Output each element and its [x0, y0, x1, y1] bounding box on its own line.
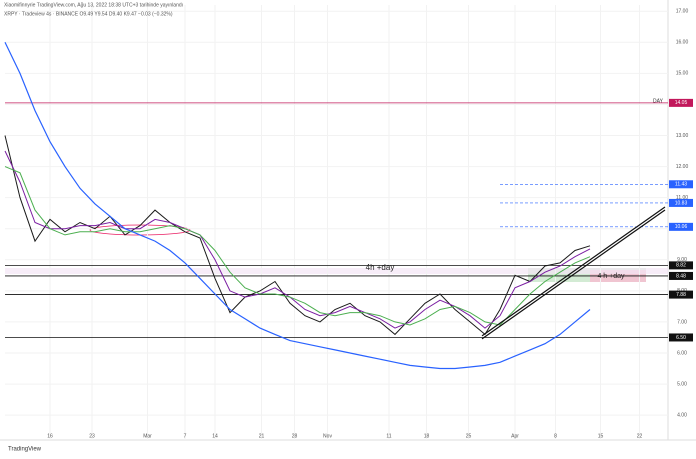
level-label: 6.50 [676, 335, 686, 341]
x-tick-label: 14 [212, 433, 218, 439]
level-label: 10.83 [675, 200, 688, 206]
x-tick-label: 18 [424, 433, 430, 439]
level-badge [669, 271, 693, 280]
x-tick-label: 16 [47, 433, 53, 439]
level-badge [669, 98, 693, 107]
y-tick-label: 9.00 [677, 257, 687, 263]
level-badge [669, 333, 693, 342]
symbol-legend: XRPY · Tradeview 4s · BINANCE O9.49 Y9.5… [4, 11, 173, 17]
y-tick-label: 13.00 [676, 133, 689, 139]
trend-line [481, 209, 666, 340]
x-tick-label: 25 [466, 433, 472, 439]
footer-brand: TradingView [8, 447, 42, 453]
x-tick-label: Mar [143, 433, 152, 439]
level-note: DAY [653, 98, 664, 104]
level-label: 8.48 [676, 273, 686, 279]
y-tick-label: 11.00 [676, 195, 688, 201]
series-line [4, 42, 591, 370]
y-tick-label: 16.00 [676, 40, 689, 46]
y-tick-label: 4.00 [677, 412, 687, 418]
level-badge [669, 290, 693, 299]
x-tick-label: 15 [598, 433, 604, 439]
header-text: Xiaomifinnyrie TradingView.com, Ağu 13, … [4, 2, 183, 8]
x-tick-label: 28 [292, 433, 298, 439]
x-tick-label: Nov [323, 433, 332, 439]
level-label: 8.82 [676, 263, 686, 269]
y-tick-label: 15.00 [676, 71, 689, 77]
x-tick-label: 11 [386, 433, 391, 439]
series-line [4, 166, 591, 326]
level-label: 14.05 [675, 100, 688, 106]
level-label: 7.88 [676, 292, 686, 298]
level-label: 10.06 [675, 224, 688, 230]
level-badge [669, 261, 693, 270]
y-tick-label: 7.00 [677, 319, 687, 325]
x-tick-label: 23 [89, 433, 95, 439]
x-tick-label: 22 [637, 433, 643, 439]
trend-line [481, 206, 666, 337]
range-band [5, 268, 668, 274]
annotation: 4h +day [366, 263, 395, 272]
y-tick-label: 12.00 [676, 164, 689, 170]
level-badge [669, 180, 693, 189]
annotation: 4 h +day [597, 273, 625, 280]
y-tick-label: 5.00 [677, 381, 687, 387]
x-tick-label: 21 [259, 433, 265, 439]
y-tick-label: 17.00 [676, 9, 689, 15]
level-badge [669, 198, 693, 207]
series-line [4, 150, 591, 329]
y-tick-label: 6.00 [677, 350, 687, 356]
x-tick-label: 8 [554, 433, 557, 439]
x-tick-label: Apr [511, 433, 519, 439]
level-label: 11.43 [675, 182, 687, 188]
level-badge [669, 222, 693, 231]
x-tick-label: 7 [184, 433, 187, 439]
